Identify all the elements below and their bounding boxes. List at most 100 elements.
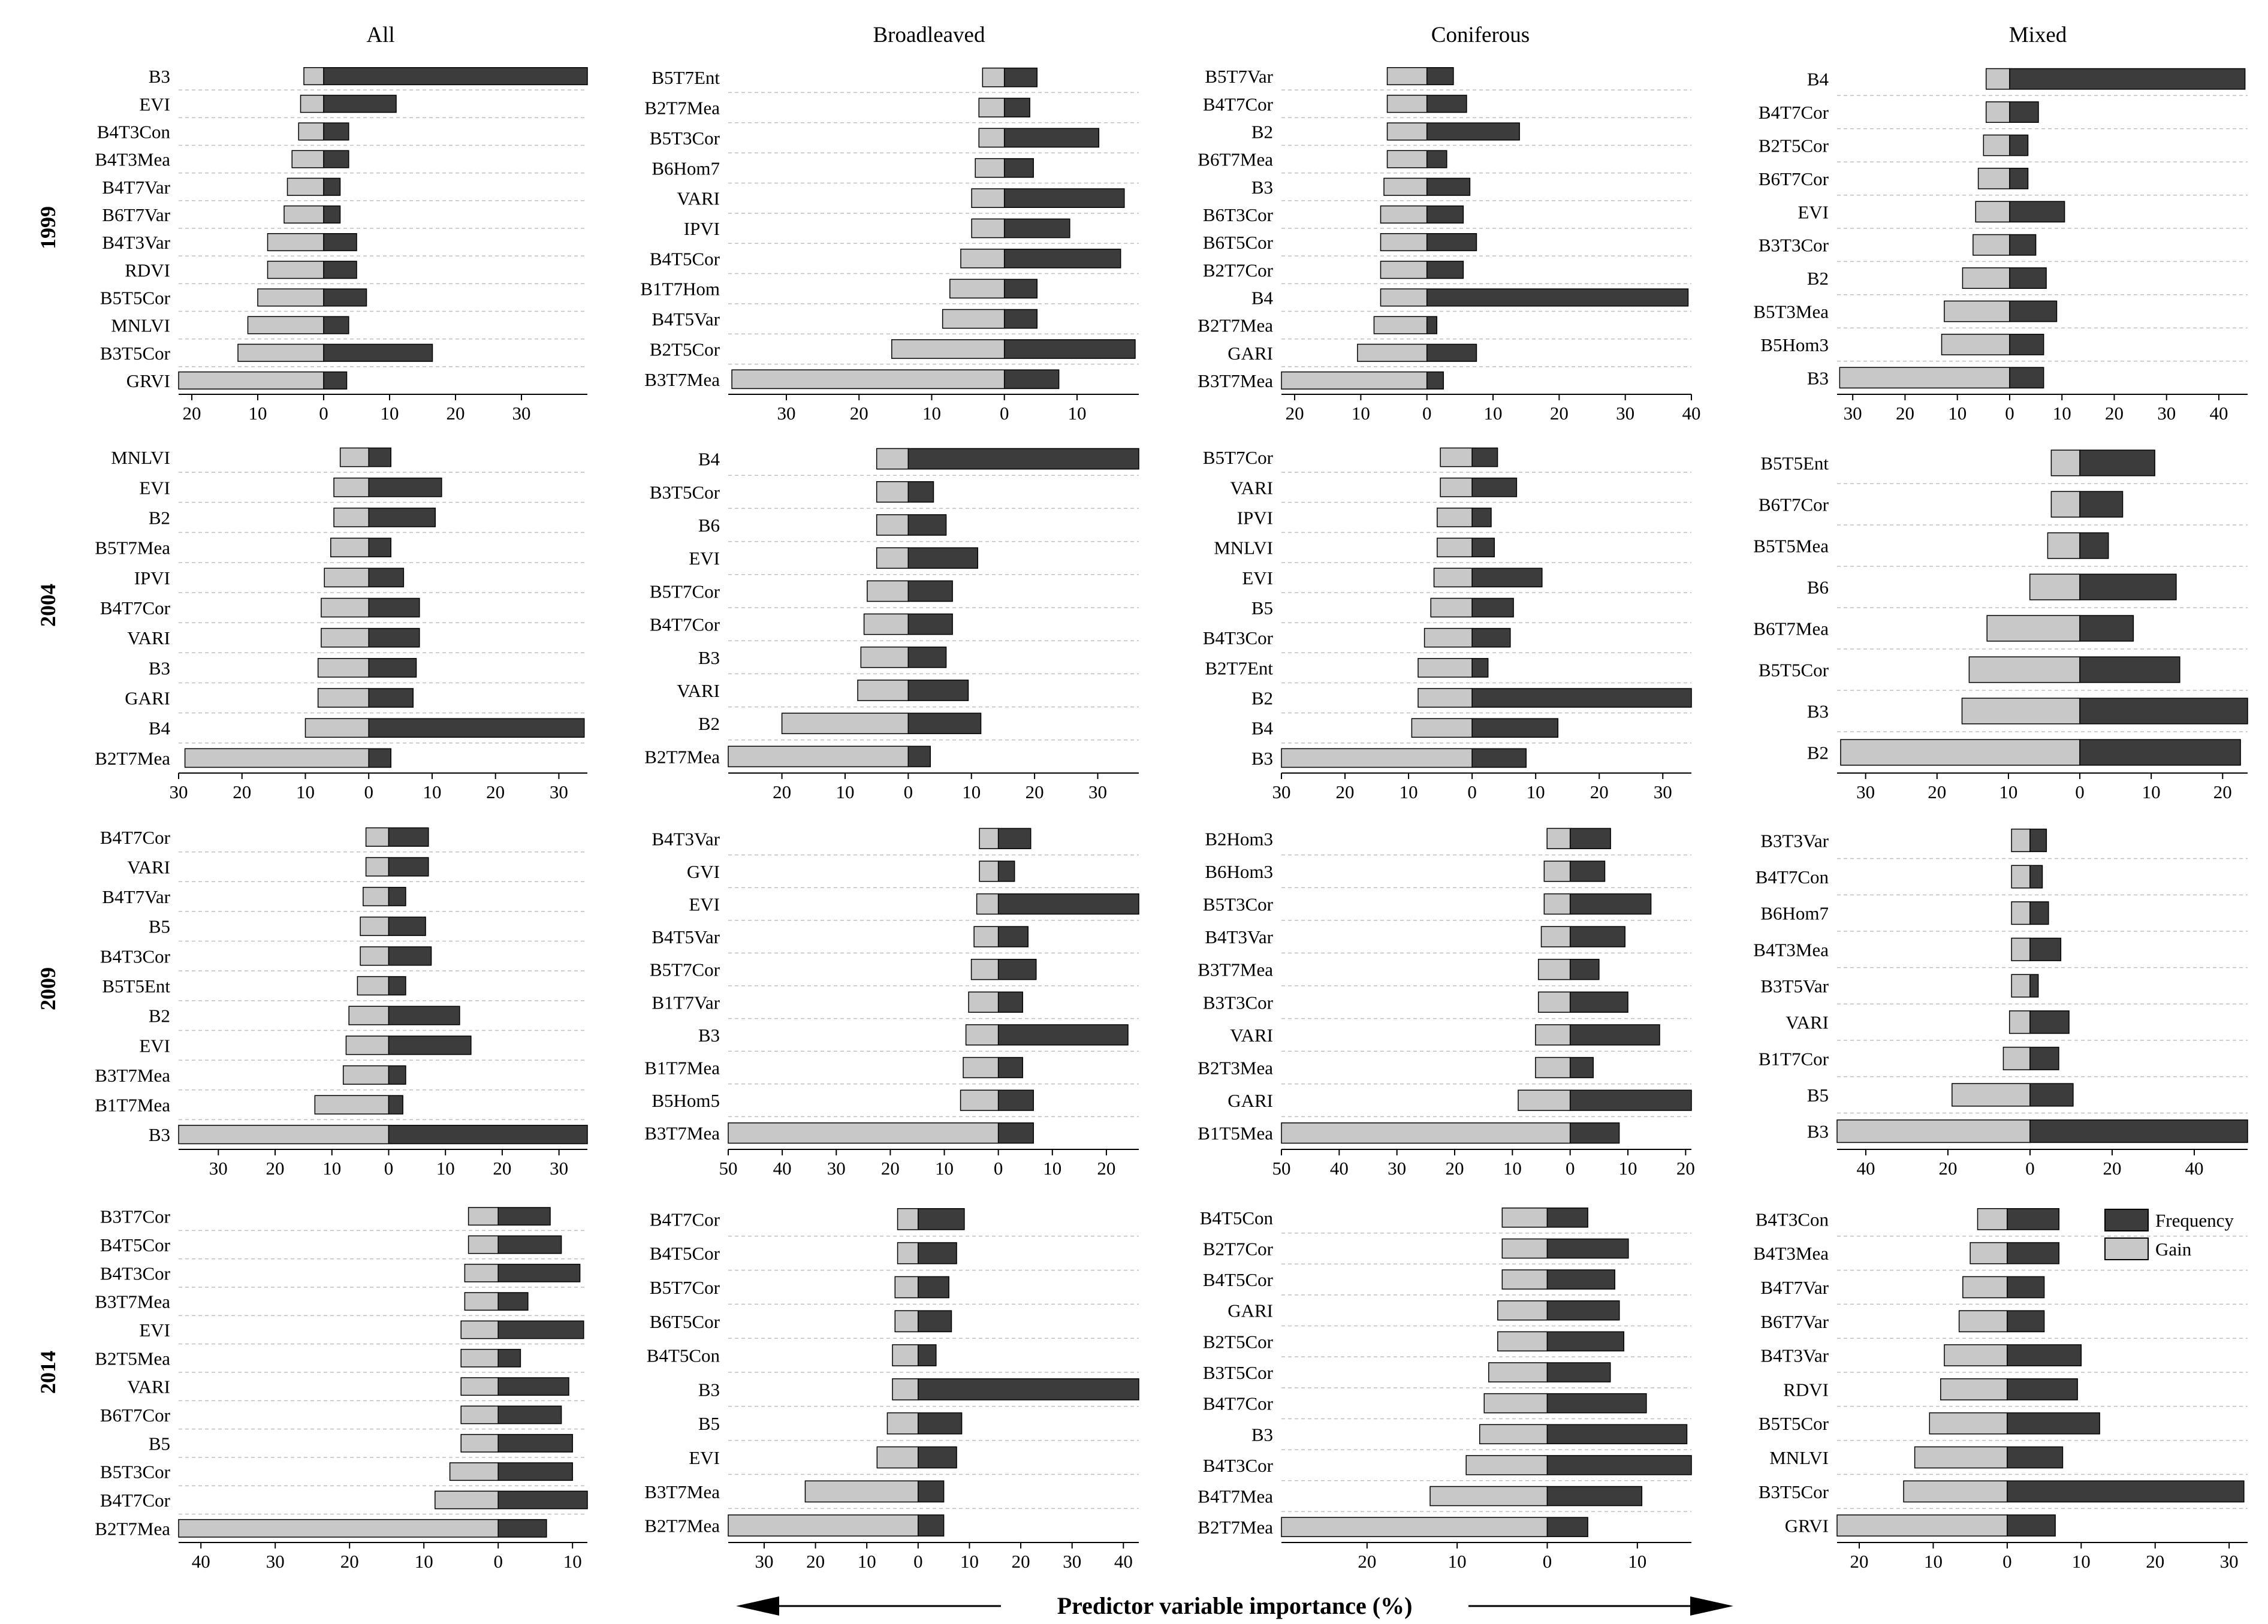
category-label: B4T7Con (1756, 867, 1829, 888)
frequency-bar-b4t7var (2007, 1276, 2045, 1299)
category-label: B5T7Var (1205, 66, 1273, 87)
x-tick-label: 30 (266, 1551, 285, 1572)
frequency-bar-b3 (2009, 367, 2044, 389)
gain-bar-ipvi (324, 568, 369, 588)
frequency-bar-b3t7mea (497, 1292, 529, 1311)
category-label: B2T5Cor (1203, 1331, 1274, 1352)
frequency-bar-b5t7cor (918, 1276, 949, 1299)
category-label: B6T3Cor (1203, 204, 1274, 225)
category-label: B4T5Cor (650, 248, 720, 269)
frequency-bar-b4t5var (997, 926, 1029, 947)
gain-bar-vari (857, 680, 909, 701)
gain-bar-b3 (1836, 1119, 2031, 1143)
category-label: B3T5Cor (1759, 1481, 1829, 1502)
panel-2004-all: MNLVI EVI B2 B5T7Mea IPVI B4T7Cor VARI B3 GARI B4… (95, 447, 587, 802)
frequency-bar-rdvi (323, 261, 357, 279)
category-label: RDVI (1783, 1379, 1829, 1400)
x-tick-label: 40 (1330, 1158, 1349, 1179)
frequency-bar-b2 (2079, 739, 2241, 766)
x-tick-label: 10 (1484, 403, 1503, 424)
frequency-bar-b4t3cor (497, 1263, 581, 1282)
gain-bar-b3t7cor (468, 1207, 499, 1226)
column-title-mixed: Mixed (2009, 23, 2067, 47)
gain-bar-gvi (979, 861, 999, 882)
gain-bar-b4t3var (979, 828, 999, 849)
gain-bar-b3t5cor (237, 343, 324, 362)
frequency-bar-vari (1471, 477, 1518, 497)
frequency-bar-b6 (2079, 573, 2177, 600)
gain-bar-b5t3cor (449, 1462, 499, 1481)
gain-bar-b6t7cor (2050, 491, 2080, 518)
x-tick-label: 0 (2002, 1551, 2012, 1572)
category-label: B4T7Var (102, 177, 170, 198)
category-label: IPVI (1237, 507, 1273, 528)
category-label: B4T3Cor (100, 1263, 171, 1284)
x-tick-label: 10 (1628, 1551, 1646, 1572)
x-tick-label: 20 (1896, 403, 1914, 424)
frequency-bar-b3t3cor (1569, 991, 1628, 1013)
gain-bar-b3 (1281, 748, 1473, 768)
frequency-bar-b4t7cor (2009, 101, 2039, 123)
gain-bar-b5t7var (1386, 67, 1428, 86)
x-tick-label: 0 (2005, 403, 2014, 424)
frequency-bar-b5t5cor (2007, 1412, 2100, 1435)
category-label: B3 (698, 1379, 720, 1400)
gain-bar-b2hom3 (1546, 828, 1571, 849)
x-tick-label: 20 (486, 781, 505, 802)
frequency-bar-b2t7mea (1003, 98, 1030, 117)
gain-bar-b4t7var (1962, 1276, 2008, 1299)
gain-bar-evi (1433, 568, 1473, 588)
category-label: IPVI (134, 568, 170, 588)
gain-bar-b4t3cor (1423, 627, 1473, 648)
gain-bar-evi (976, 893, 999, 915)
x-tick-label: 30 (1063, 1551, 1081, 1572)
category-label: B3 (1807, 367, 1829, 388)
gain-bar-b5 (360, 916, 390, 936)
panel-1999-broadleaved: B5T7Ent B2T7Mea B5T3Cor B6Hom7 VARI IPVI B4T5C… (640, 67, 1139, 424)
frequency-bar-b2t7mea (497, 1519, 547, 1538)
gain-bar-b2t7mea (178, 1519, 499, 1538)
gain-bar-b4t5var (973, 926, 999, 947)
frequency-bar-b3t7mea (1003, 369, 1060, 390)
x-tick-label: 0 (2025, 1158, 2035, 1179)
category-label: B3 (698, 647, 720, 668)
gain-bar-b4 (1985, 68, 2010, 90)
gain-bar-b1t7cor (2002, 1046, 2031, 1070)
gain-bar-evi (876, 1446, 919, 1469)
frequency-bar-b4t3cor (1471, 627, 1511, 648)
x-tick-label: 20 (1938, 1158, 1957, 1179)
frequency-bar-gari (1569, 1089, 1692, 1111)
gain-bar-b3t3var (2011, 828, 2031, 852)
gain-bar-b4t5cor (468, 1235, 499, 1254)
x-tick-label: 10 (2053, 403, 2071, 424)
x-tick-label: 40 (2185, 1158, 2203, 1179)
category-label: B4T3Cor (1203, 1455, 1274, 1476)
gain-bar-mnlvi (1437, 538, 1473, 557)
panel-2014-mixed: B4T3Con B4T3Mea B4T7Var B6T7Var B4T3Var RDVI B… (1753, 1208, 2248, 1572)
gain-bar-b4t7cor (897, 1208, 919, 1230)
gain-bar-b5hom3 (1941, 333, 2010, 355)
x-tick-label: 30 (1856, 781, 1875, 802)
gain-bar-gari (1497, 1300, 1548, 1321)
x-tick-label: 30 (1388, 1158, 1406, 1179)
x-tick-label: 20 (2146, 1551, 2164, 1572)
gain-bar-b4t7cor (435, 1490, 499, 1510)
frequency-bar-b4t3var (997, 828, 1032, 849)
category-label: B4T5Var (652, 926, 720, 947)
gain-bar-b3t7mea (728, 1122, 999, 1144)
frequency-bar-b4t7mea (1546, 1486, 1643, 1507)
gain-bar-b4t3cor (1465, 1455, 1548, 1475)
frequency-bar-b4t7con (2029, 865, 2043, 889)
x-tick-label: 0 (493, 1551, 503, 1572)
gain-bar-b3 (1961, 698, 2080, 725)
category-label: B3T3Cor (1203, 992, 1274, 1013)
frequency-bar-mnlvi (323, 316, 349, 334)
category-label: B6Hom7 (1760, 903, 1829, 924)
legend-gain-label: Gain (2155, 1239, 2192, 1260)
frequency-bar-vari (388, 857, 429, 877)
panel-2004-coniferous: B5T7Cor VARI IPVI MNLVI EVI B5 B4T3Cor B2T7Ent B… (1203, 447, 1692, 802)
gain-bar-b4t7mea (1429, 1486, 1548, 1507)
gain-bar-b6t7var (284, 205, 324, 224)
frequency-bar-evi (2009, 201, 2065, 223)
